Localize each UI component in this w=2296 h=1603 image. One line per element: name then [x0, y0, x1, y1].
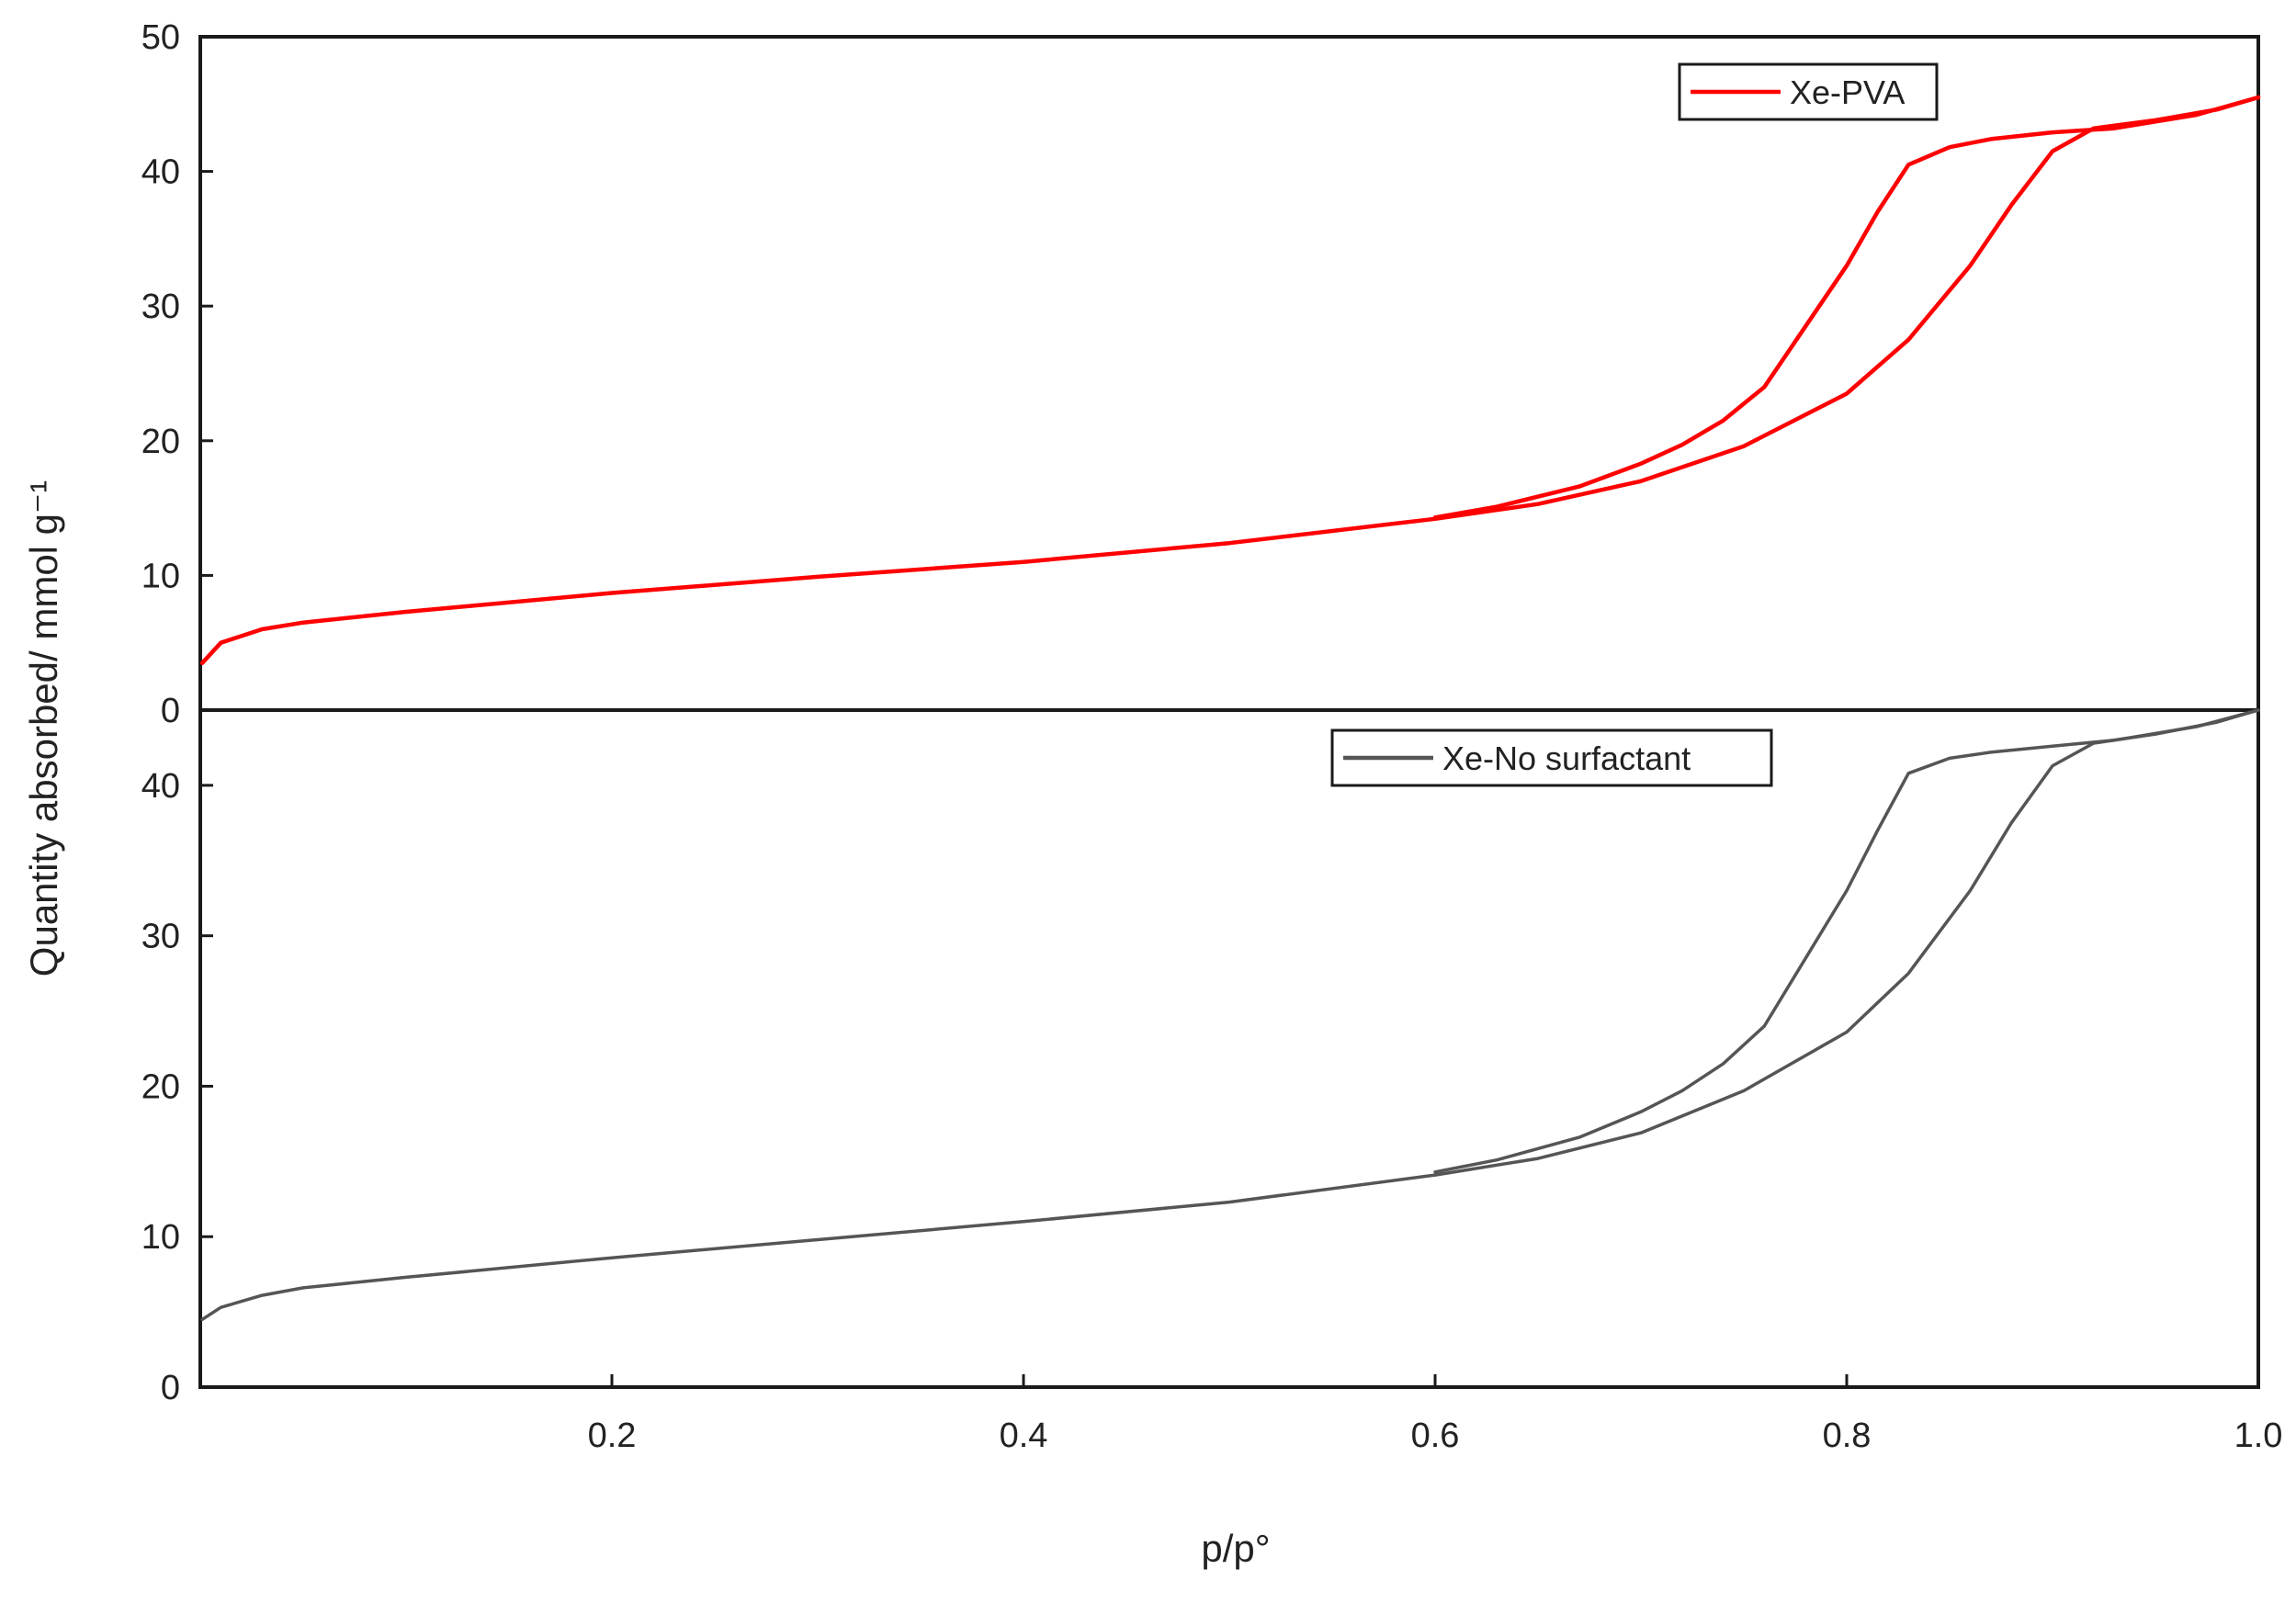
- y-axis-title: Quantity absorbed/ mmol g⁻¹: [22, 480, 65, 976]
- legend-bottom: Xe-No surfactant: [1330, 728, 1773, 787]
- plot-frame-bottom: [198, 708, 2260, 1389]
- axis-ticks: 0 10 20 30 40 50 0 10 20 30 40 0.2 0.4 0.6 0.8 1.0: [141, 18, 2283, 1455]
- legend-top: Xe-PVA: [1678, 62, 1939, 121]
- y-tick-label: 40: [141, 153, 180, 192]
- series-lines: [199, 95, 2261, 1322]
- x-tick-label: 0.2: [588, 1417, 637, 1455]
- legends: Xe-PVA Xe-No surfactant: [1330, 62, 1939, 787]
- x-tick-label: 1.0: [2234, 1417, 2283, 1455]
- x-tick-label: 0.8: [1823, 1417, 1872, 1455]
- y-tick-label: 0: [161, 1369, 180, 1407]
- series-line-top-adsorption: [199, 95, 2261, 665]
- y-tick-label: 10: [141, 557, 180, 595]
- y-tick-label: 20: [141, 423, 180, 461]
- x-tick-label: 0.6: [1411, 1417, 1460, 1455]
- y-tick-label: 20: [141, 1067, 180, 1106]
- y-tick-label: 30: [141, 918, 180, 956]
- legend-label: Xe-No surfactant: [1442, 739, 1691, 777]
- x-axis-title: p/p°: [1201, 1527, 1270, 1570]
- y-tick-label: 0: [161, 692, 180, 730]
- x-tick-label: 0.4: [1000, 1417, 1048, 1455]
- plot-frame-top: [198, 35, 2260, 712]
- y-tick-label: 30: [141, 288, 180, 326]
- plot-frames: [198, 35, 2260, 1389]
- series-line-bottom-desorption: [1433, 708, 2260, 1174]
- series-line-top-desorption: [1432, 95, 2261, 520]
- series-line-bottom-adsorption: [200, 708, 2260, 1322]
- legend-label: Xe-PVA: [1790, 73, 1905, 111]
- y-tick-label: 40: [141, 767, 180, 806]
- y-tick-label: 50: [141, 18, 180, 57]
- y-tick-label: 10: [141, 1218, 180, 1257]
